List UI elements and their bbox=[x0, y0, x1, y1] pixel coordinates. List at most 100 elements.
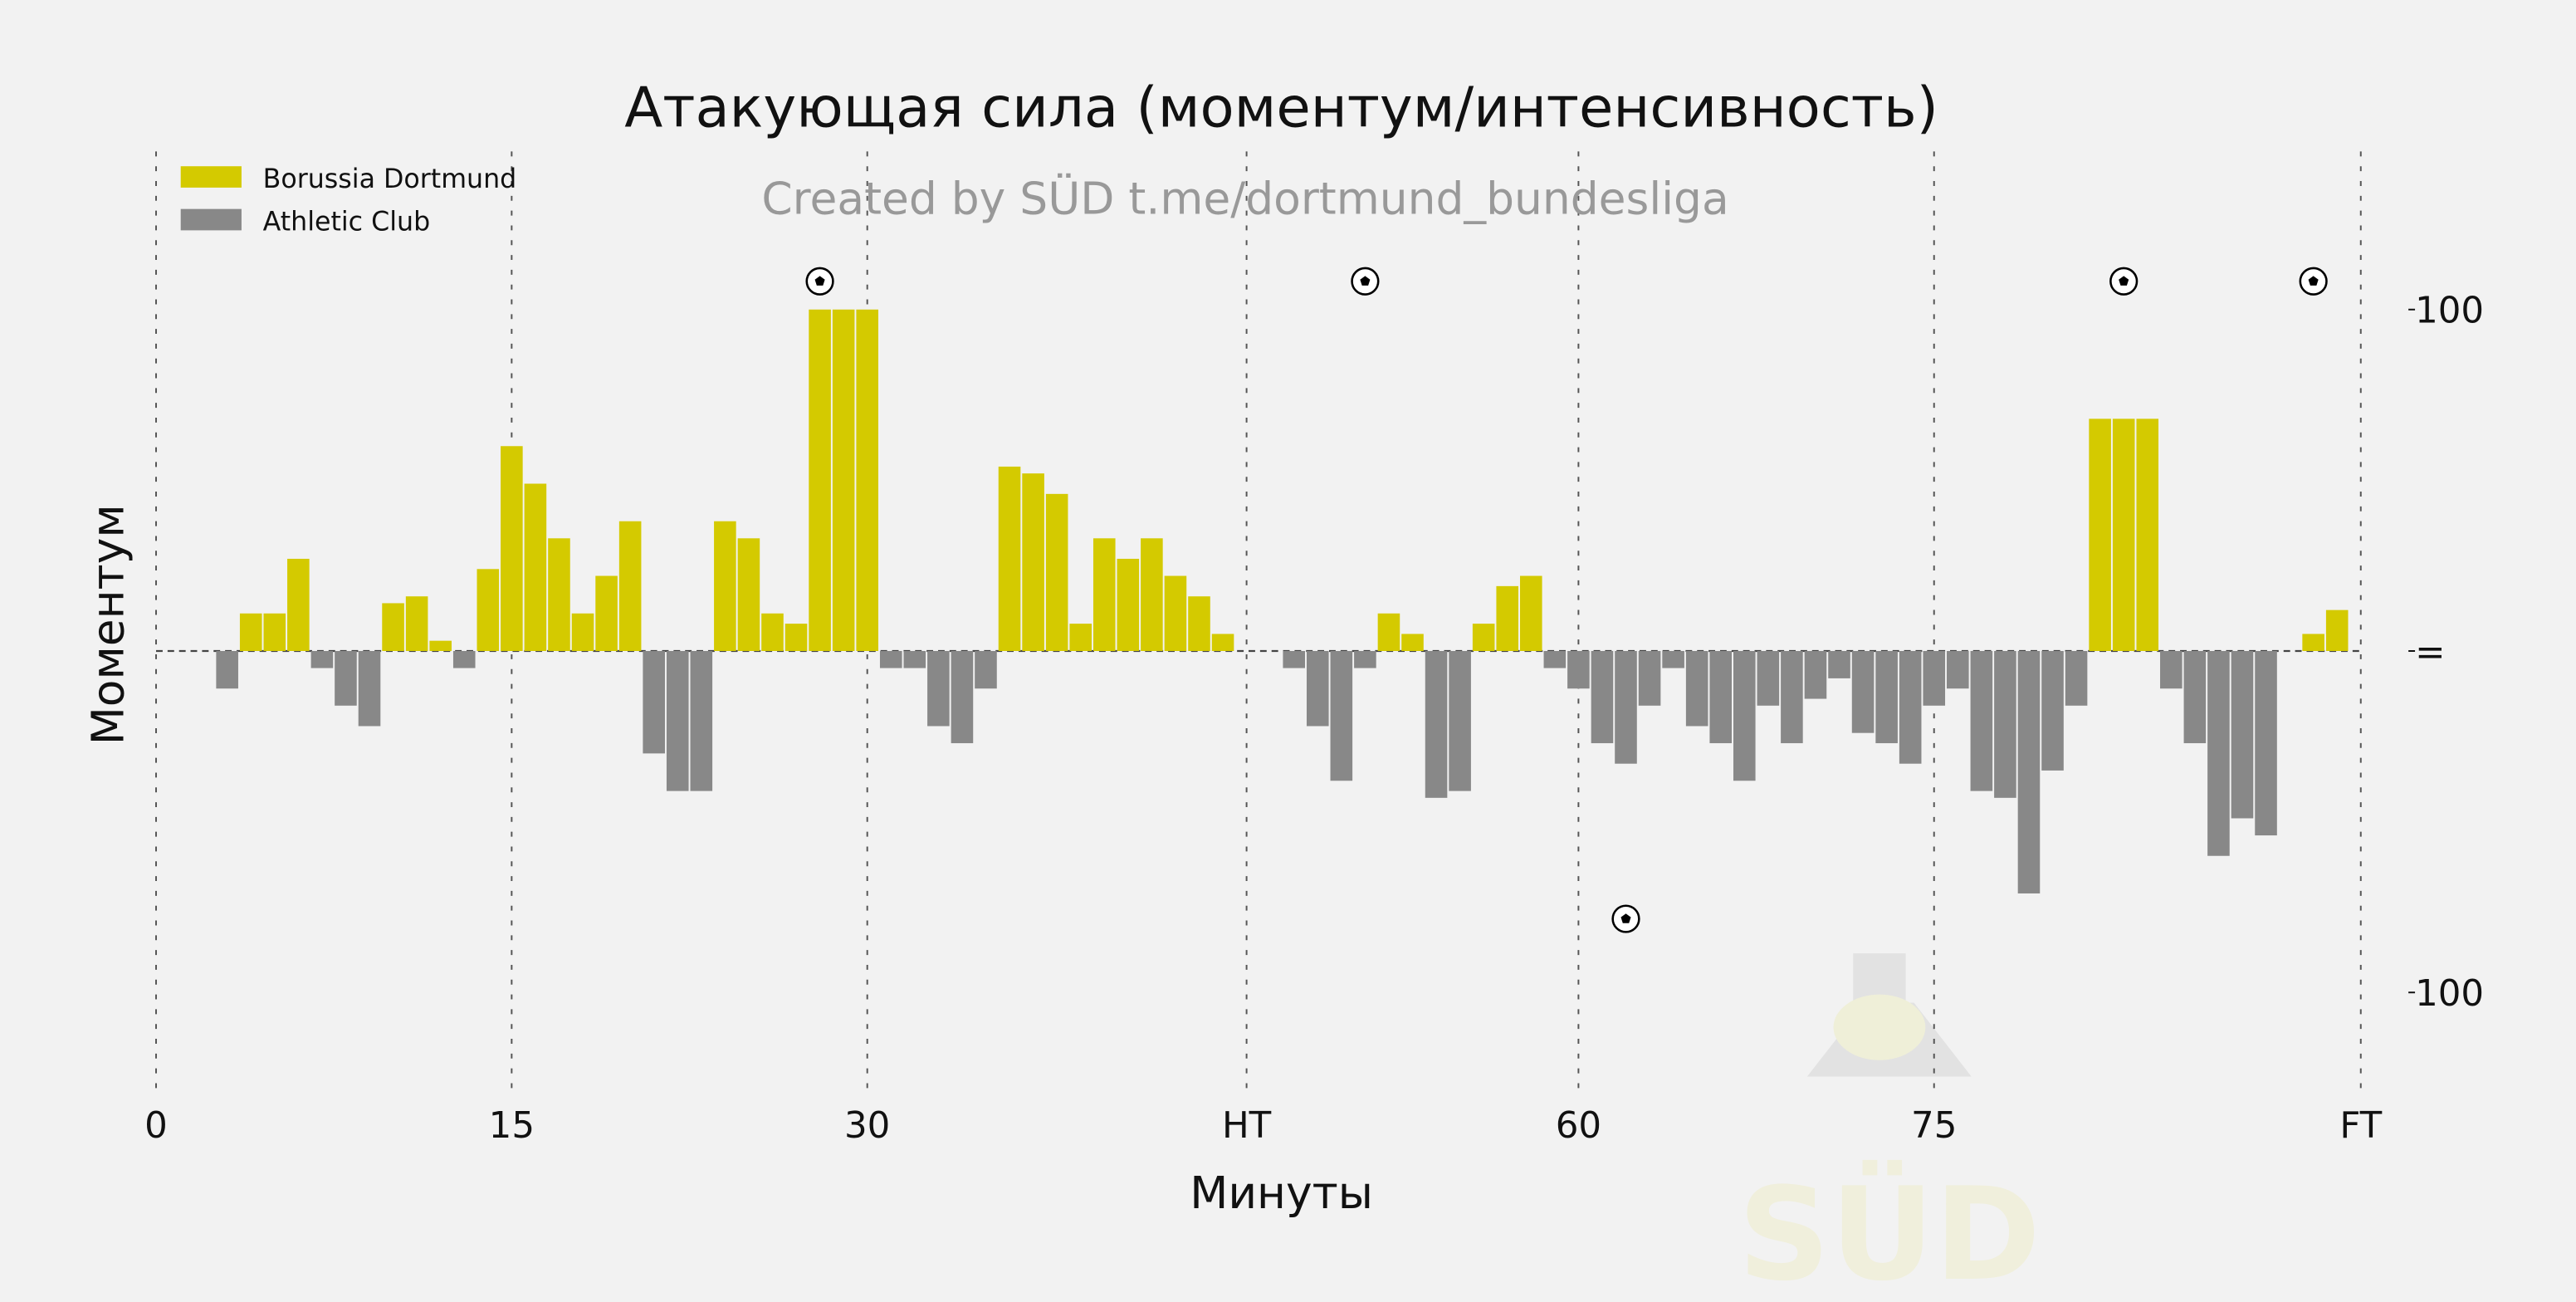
bar-athletic bbox=[1947, 651, 1969, 689]
bar-athletic bbox=[975, 651, 997, 689]
bar-athletic bbox=[1615, 651, 1637, 764]
x-tick-label: FT bbox=[2339, 1105, 2382, 1147]
bar-dortmund bbox=[2112, 418, 2135, 651]
bar-athletic bbox=[2255, 651, 2277, 836]
bar-dortmund bbox=[571, 613, 594, 651]
bar-athletic bbox=[1306, 651, 1329, 727]
bar-athletic bbox=[1709, 651, 1733, 744]
bar-dortmund bbox=[429, 640, 452, 651]
legend-swatch-dortmund bbox=[180, 166, 242, 188]
bar-dortmund bbox=[382, 603, 404, 651]
bar-dortmund bbox=[998, 466, 1021, 651]
x-axis-ticks: 0 15 30 HT 60 75 FT bbox=[144, 1105, 2382, 1147]
bar-dortmund bbox=[785, 624, 808, 651]
bar-dortmund bbox=[524, 483, 547, 651]
legend-label-dortmund: Borussia Dortmund bbox=[263, 164, 517, 194]
bar-athletic bbox=[1757, 651, 1780, 706]
bar-dortmund bbox=[287, 558, 310, 651]
bar-dortmund bbox=[1141, 538, 1163, 651]
bar-dortmund bbox=[1496, 585, 1519, 651]
bar-athletic bbox=[310, 651, 334, 668]
bar-dortmund bbox=[2089, 418, 2111, 651]
bar-dortmund bbox=[548, 538, 570, 651]
bar-athletic bbox=[335, 651, 357, 706]
x-tick-label: 75 bbox=[1911, 1105, 1957, 1147]
bar-athletic bbox=[1685, 651, 1708, 727]
watermark-face bbox=[1833, 994, 1926, 1060]
bar-athletic bbox=[666, 651, 689, 791]
bar-athletic bbox=[1875, 651, 1898, 744]
bar-dortmund bbox=[1377, 613, 1400, 651]
bar-dortmund bbox=[1401, 634, 1424, 651]
x-tick-label: 60 bbox=[1556, 1105, 1601, 1147]
y-tick-label: 100 bbox=[2415, 973, 2484, 1015]
goal-markers bbox=[805, 267, 2328, 933]
bar-athletic bbox=[1733, 651, 1756, 781]
bar-dortmund bbox=[239, 613, 262, 651]
bar-athletic bbox=[1923, 651, 1946, 706]
y-tick-label: = bbox=[2415, 632, 2445, 673]
soccer-ball-icon bbox=[1611, 904, 1640, 933]
bar-athletic bbox=[2017, 651, 2041, 893]
bar-dortmund bbox=[1045, 493, 1068, 651]
x-axis-label: Минуты bbox=[1190, 1167, 1373, 1219]
bar-dortmund bbox=[809, 309, 831, 651]
x-tick-label: 30 bbox=[844, 1105, 890, 1147]
legend-swatch-athletic bbox=[180, 208, 242, 231]
bar-dortmund bbox=[1188, 596, 1210, 651]
y-axis-label: Моментум bbox=[81, 504, 134, 745]
x-tick-label: 0 bbox=[144, 1105, 168, 1147]
bar-dortmund bbox=[1164, 575, 1187, 651]
soccer-ball-icon bbox=[2299, 267, 2328, 296]
bar-dortmund bbox=[1092, 538, 1116, 651]
bar-dortmund bbox=[737, 538, 760, 651]
bar-dortmund bbox=[405, 596, 428, 651]
bar-athletic bbox=[2041, 651, 2064, 771]
bar-athletic bbox=[1804, 651, 1827, 699]
bar-athletic bbox=[2183, 651, 2207, 744]
bar-athletic bbox=[216, 651, 238, 689]
soccer-ball-pentagon bbox=[814, 276, 825, 286]
bar-athletic bbox=[1899, 651, 1922, 764]
bar-athletic bbox=[2160, 651, 2183, 689]
bar-dortmund bbox=[1519, 575, 1542, 651]
y-tick-label: 100 bbox=[2415, 291, 2484, 332]
bar-athletic bbox=[358, 651, 381, 727]
bar-dortmund bbox=[832, 309, 855, 651]
bar-dortmund bbox=[2325, 609, 2349, 651]
bar-athletic bbox=[951, 651, 974, 744]
soccer-ball-icon bbox=[1351, 267, 1380, 296]
legend: Borussia Dortmund Athletic Club bbox=[180, 164, 517, 237]
bar-athletic bbox=[1449, 651, 1471, 791]
legend-label-athletic: Athletic Club bbox=[263, 207, 431, 237]
bar-athletic bbox=[1283, 651, 1306, 668]
bar-dortmund bbox=[714, 521, 736, 651]
x-tick-label: 15 bbox=[489, 1105, 535, 1147]
bar-athletic bbox=[1970, 651, 1993, 791]
x-tick-label: HT bbox=[1222, 1105, 1272, 1147]
soccer-ball-pentagon bbox=[2308, 276, 2319, 286]
grid-lines bbox=[155, 151, 2362, 1095]
bar-athletic bbox=[1994, 651, 2016, 798]
bar-dortmund bbox=[618, 521, 642, 651]
bar-athletic bbox=[1330, 651, 1353, 781]
bar-dortmund bbox=[1472, 624, 1495, 651]
watermark-text: SÜD bbox=[1738, 1159, 2041, 1302]
soccer-ball-icon bbox=[805, 267, 834, 296]
bar-athletic bbox=[2231, 651, 2254, 819]
bar-dortmund bbox=[1211, 634, 1234, 651]
bar-dortmund bbox=[595, 575, 618, 651]
soccer-ball-pentagon bbox=[1620, 913, 1631, 923]
bar-athletic bbox=[879, 651, 902, 668]
chart-subtitle: Created by SÜD t.me/dortmund_bundesliga bbox=[761, 173, 1728, 225]
y-axis-ticks: 100 = 100 bbox=[2408, 291, 2484, 1015]
bar-athletic bbox=[690, 651, 713, 791]
bar-athletic bbox=[452, 651, 476, 668]
bar-dortmund bbox=[1069, 624, 1092, 651]
bar-athletic bbox=[1567, 651, 1590, 689]
bar-athletic bbox=[927, 651, 950, 727]
bar-athletic bbox=[1543, 651, 1567, 668]
soccer-ball-pentagon bbox=[2119, 276, 2129, 286]
bar-dortmund bbox=[761, 613, 784, 651]
